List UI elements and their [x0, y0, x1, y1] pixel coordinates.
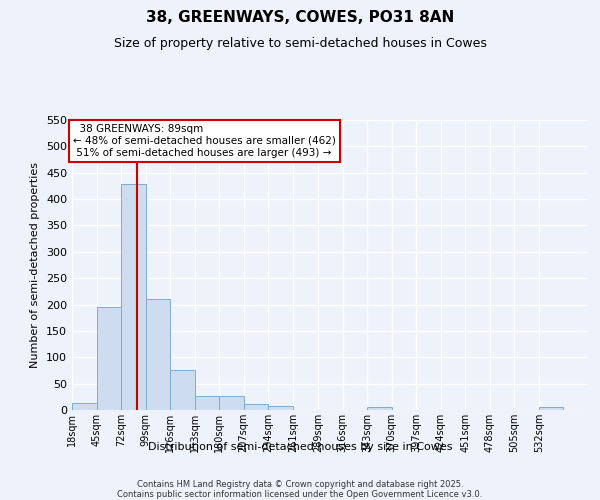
- Bar: [121, 184, 146, 410]
- Text: 38 GREENWAYS: 89sqm
← 48% of semi-detached houses are smaller (462)
 51% of semi: 38 GREENWAYS: 89sqm ← 48% of semi-detach…: [73, 124, 336, 158]
- Bar: [72, 403, 97, 410]
- Text: Distribution of semi-detached houses by size in Cowes: Distribution of semi-detached houses by …: [148, 442, 452, 452]
- Y-axis label: Number of semi-detached properties: Number of semi-detached properties: [31, 162, 40, 368]
- Bar: [539, 408, 563, 410]
- Bar: [367, 408, 392, 410]
- Text: Size of property relative to semi-detached houses in Cowes: Size of property relative to semi-detach…: [113, 38, 487, 51]
- Bar: [268, 406, 293, 410]
- Bar: [146, 298, 170, 410]
- Bar: [244, 404, 268, 410]
- Bar: [219, 396, 244, 410]
- Text: Contains HM Land Registry data © Crown copyright and database right 2025.
Contai: Contains HM Land Registry data © Crown c…: [118, 480, 482, 500]
- Bar: [170, 370, 194, 410]
- Bar: [194, 396, 219, 410]
- Bar: [97, 307, 121, 410]
- Text: 38, GREENWAYS, COWES, PO31 8AN: 38, GREENWAYS, COWES, PO31 8AN: [146, 10, 454, 25]
